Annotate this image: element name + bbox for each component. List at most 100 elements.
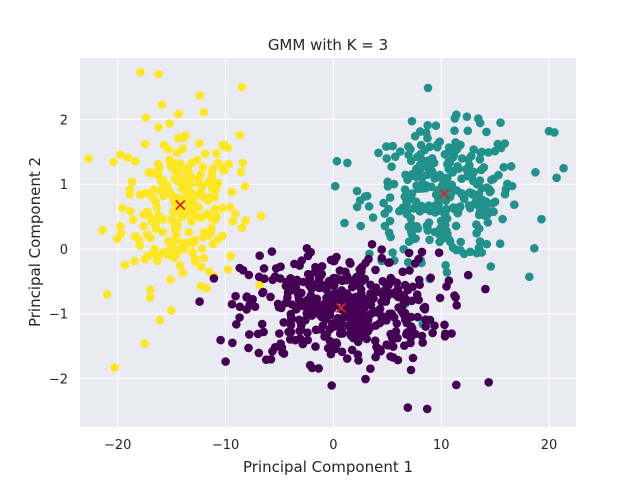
data-point (559, 163, 568, 173)
data-point (140, 139, 150, 149)
data-point (286, 309, 296, 319)
data-point (126, 206, 135, 216)
data-point (310, 299, 320, 308)
data-point (413, 312, 423, 322)
data-point (178, 238, 187, 247)
data-point (464, 201, 474, 210)
data-point (175, 261, 185, 270)
data-point (388, 248, 397, 257)
data-point (475, 118, 485, 128)
data-point (413, 224, 423, 233)
data-point (340, 218, 349, 228)
data-point (382, 154, 392, 163)
data-point (235, 263, 244, 273)
data-point (444, 156, 454, 165)
data-point (260, 274, 269, 284)
data-point (418, 338, 428, 347)
data-point (435, 293, 445, 303)
data-point (221, 357, 230, 366)
data-point (118, 203, 127, 213)
data-point (439, 175, 449, 184)
y-tick-label: −2 (49, 372, 68, 387)
data-point (178, 208, 188, 217)
data-point (303, 328, 312, 338)
data-point (400, 308, 410, 318)
data-point (550, 128, 559, 137)
data-point (440, 150, 450, 159)
data-point (456, 237, 466, 247)
data-point (146, 168, 156, 177)
data-point (391, 152, 400, 161)
data-point (402, 209, 412, 219)
data-point (408, 353, 418, 363)
data-point (435, 237, 444, 247)
data-point (194, 179, 203, 189)
data-point (417, 331, 427, 341)
data-point (445, 235, 454, 245)
data-point (196, 262, 206, 272)
data-point (451, 221, 461, 231)
data-point (463, 126, 473, 136)
data-point (377, 245, 387, 254)
data-point (169, 158, 179, 168)
data-point (446, 145, 455, 154)
data-point (331, 276, 340, 286)
y-tick-label: −1 (49, 308, 68, 323)
data-point (531, 168, 540, 177)
data-point (211, 185, 221, 195)
data-point (131, 232, 141, 241)
data-point (283, 293, 292, 302)
data-point (417, 201, 426, 211)
data-point (258, 287, 268, 297)
data-point (311, 342, 320, 351)
data-point (196, 170, 205, 179)
data-point (337, 319, 347, 329)
data-point (140, 339, 149, 348)
data-point (241, 216, 250, 225)
data-point (207, 214, 217, 223)
data-point (456, 246, 465, 255)
data-point (130, 256, 139, 266)
data-point (268, 275, 278, 285)
data-point (182, 166, 192, 175)
data-point (403, 258, 413, 267)
data-point (452, 186, 462, 195)
data-point (352, 202, 362, 212)
data-point (332, 156, 342, 166)
data-point (468, 189, 477, 198)
data-point (147, 217, 157, 227)
data-point (486, 262, 496, 271)
data-point (188, 196, 198, 206)
data-point (305, 274, 315, 284)
data-point (425, 315, 435, 325)
data-point (149, 185, 159, 195)
data-point (159, 140, 169, 150)
data-point (469, 145, 479, 154)
data-point (310, 280, 319, 290)
data-point (356, 221, 366, 231)
data-point (232, 320, 241, 329)
data-point (153, 170, 162, 179)
data-point (404, 248, 414, 258)
data-point (158, 227, 168, 237)
data-point (84, 154, 93, 163)
data-point (353, 350, 363, 359)
data-point (131, 157, 140, 166)
data-point (477, 184, 487, 193)
data-point (235, 130, 244, 140)
data-point (155, 250, 164, 260)
data-point (198, 162, 208, 172)
data-point (483, 210, 493, 219)
data-point (484, 184, 494, 194)
data-point (448, 243, 458, 252)
data-point (306, 291, 316, 300)
data-point (159, 215, 168, 224)
data-point (430, 321, 439, 331)
data-point (286, 320, 296, 330)
data-point (452, 301, 462, 310)
y-tick-label: 2 (60, 114, 68, 129)
data-point (306, 247, 316, 257)
data-point (286, 274, 295, 283)
data-point (448, 168, 458, 177)
data-point (256, 211, 266, 221)
